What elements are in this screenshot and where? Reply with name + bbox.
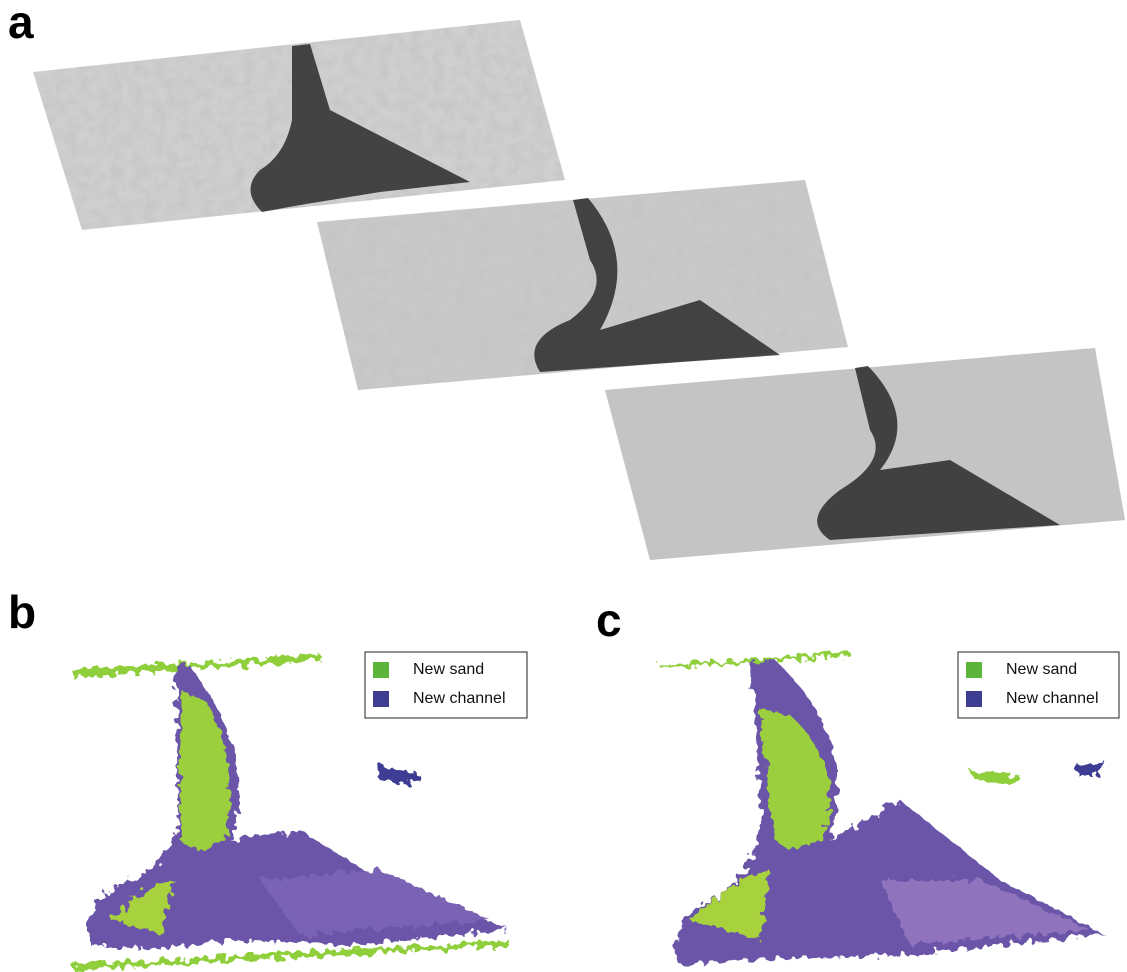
panel-label: b	[8, 586, 36, 638]
panel-label: a	[8, 0, 34, 48]
legend-swatch	[373, 662, 389, 678]
sar-image-2	[317, 180, 848, 390]
legend-swatch	[966, 662, 982, 678]
legend-label: New sand	[1006, 661, 1077, 678]
legend-swatch	[966, 691, 982, 707]
sar-image-3	[605, 348, 1125, 560]
legend-label: New sand	[413, 661, 484, 678]
sar-image-1	[33, 20, 565, 230]
figure: a b c New sand New channel New sand New cha…	[0, 0, 1127, 972]
legend-label: New channel	[1006, 690, 1099, 707]
panel-label: c	[596, 594, 622, 646]
legend-label: New channel	[413, 690, 506, 707]
legend-swatch	[373, 691, 389, 707]
